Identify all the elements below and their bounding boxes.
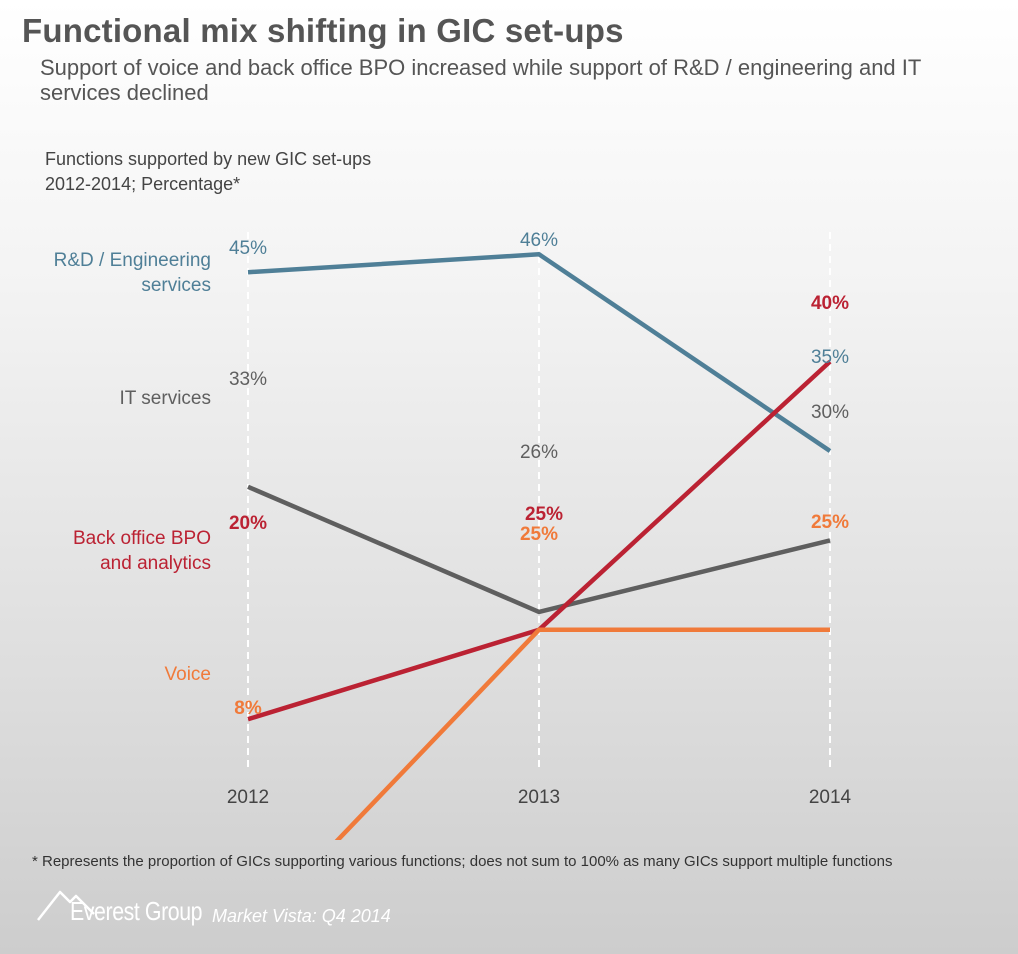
page-title: Functional mix shifting in GIC set-ups	[22, 12, 624, 49]
chart-caption: Functions supported by new GIC set-ups 2…	[45, 147, 371, 197]
series-line-1	[247, 484, 831, 615]
footnote: * Represents the proportion of GICs supp…	[32, 853, 893, 870]
series-line-3	[334, 627, 830, 840]
data-label-0-1: 46%	[520, 230, 558, 251]
chart-caption-line2: 2012-2014; Percentage*	[45, 174, 241, 194]
brand-logo-block: Everest Group Market Vista: Q4 2014	[36, 880, 456, 940]
series-name-1-0: IT services	[119, 388, 211, 409]
data-label-1-1: 26%	[520, 442, 558, 463]
data-label-0-0: 45%	[229, 238, 267, 259]
page-subtitle: Support of voice and back office BPO inc…	[40, 55, 921, 105]
x-tick-2012: 2012	[227, 787, 269, 808]
x-tick-2014: 2014	[809, 787, 852, 808]
data-label-2-2: 40%	[811, 293, 849, 314]
data-label-3-2: 25%	[811, 512, 849, 533]
series-name-0-1: services	[141, 275, 211, 296]
series-name-3-0: Voice	[165, 664, 211, 685]
data-label-2-0: 20%	[229, 513, 267, 534]
series-name-0-0: R&D / Engineering	[54, 250, 211, 271]
data-label-3-0: 8%	[234, 698, 262, 719]
data-label-0-2: 35%	[811, 347, 849, 368]
data-label-3-1: 25%	[520, 524, 558, 545]
everest-peak-icon	[37, 890, 95, 921]
x-tick-2013: 2013	[518, 787, 560, 808]
line-chart: 2012 2013 2014 45% 46% 35% 33% 26% 30% 20% 25% 40% 8…	[54, 230, 852, 840]
data-label-1-2: 30%	[811, 402, 849, 423]
series-name-2-0: Back office BPO	[73, 528, 211, 549]
series-name-2-1: and analytics	[100, 553, 211, 574]
chart-caption-line1: Functions supported by new GIC set-ups	[45, 149, 372, 169]
data-label-1-0: 33%	[229, 369, 267, 390]
series-line-0	[247, 252, 832, 453]
data-label-2-1: 25%	[525, 504, 563, 525]
brand-name: Everest Group	[70, 896, 203, 926]
brand-tagline: Market Vista: Q4 2014	[212, 906, 391, 926]
